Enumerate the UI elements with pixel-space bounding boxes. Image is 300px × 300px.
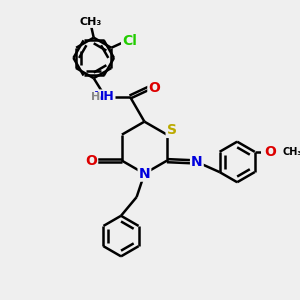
Text: N: N	[139, 167, 150, 181]
Text: CH₃: CH₃	[282, 147, 300, 157]
Text: N: N	[191, 155, 203, 169]
Text: O: O	[85, 154, 97, 168]
Text: O: O	[264, 145, 276, 159]
Text: NH: NH	[94, 90, 115, 104]
Text: H: H	[91, 92, 100, 103]
Text: O: O	[148, 81, 160, 95]
Text: CH₃: CH₃	[80, 17, 102, 27]
Text: Cl: Cl	[122, 34, 137, 48]
Text: S: S	[167, 123, 177, 137]
